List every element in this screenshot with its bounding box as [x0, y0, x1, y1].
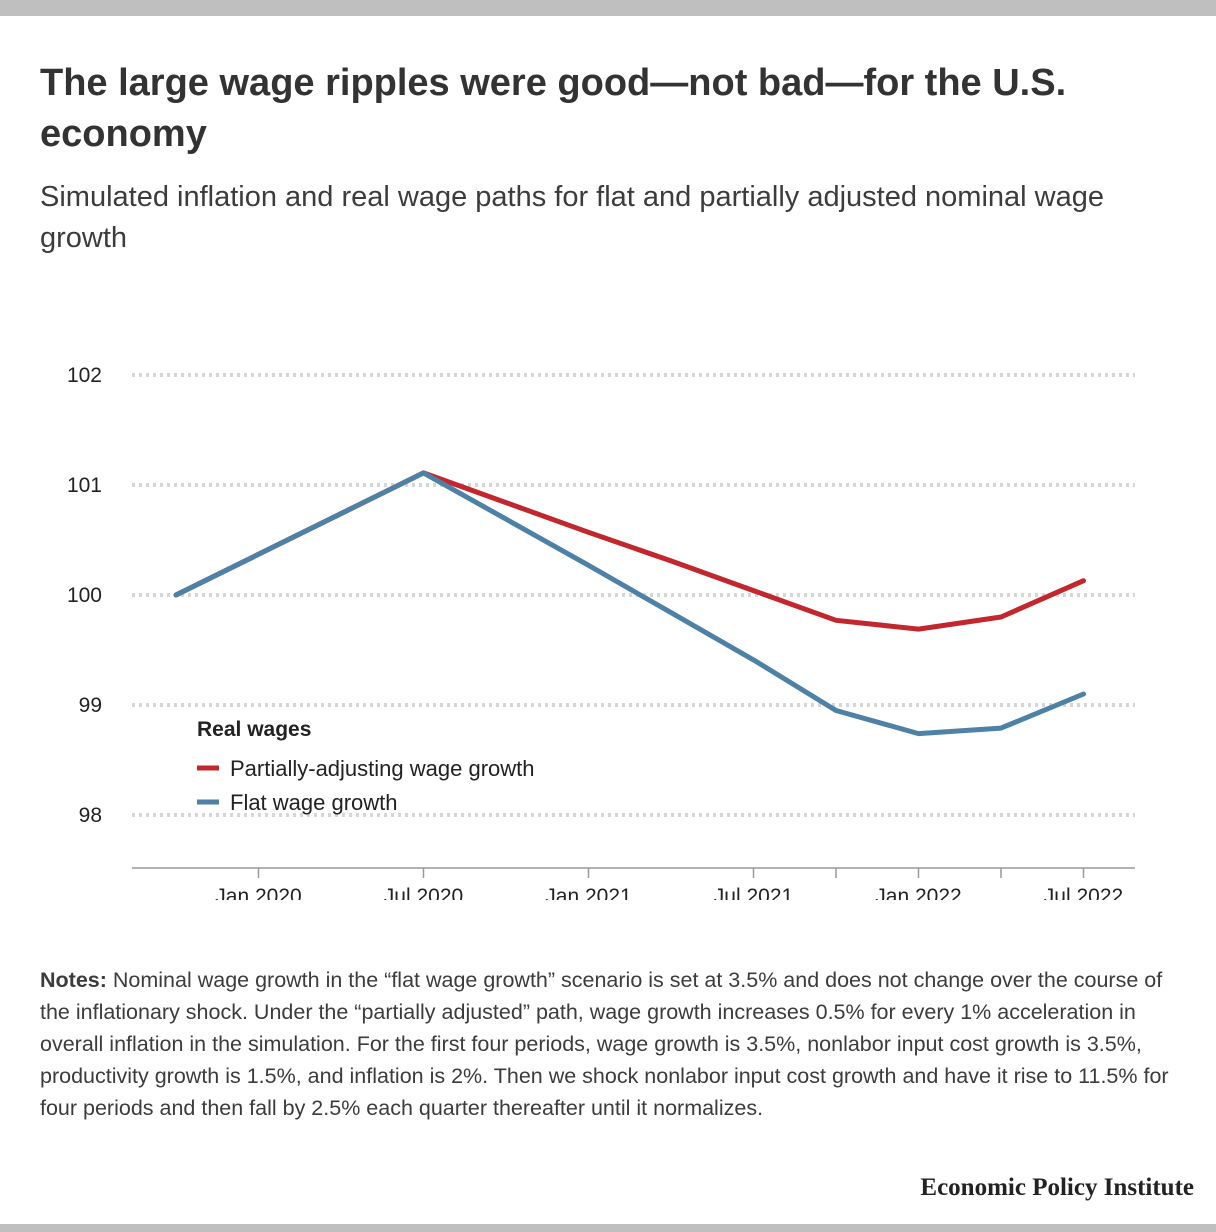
- legend: Real wages Partially-adjusting wage growt…: [197, 718, 535, 815]
- x-tick-label: Jul 2020: [384, 885, 463, 900]
- y-tick-label: 98: [79, 804, 102, 827]
- series-line-flat-wage-growth: [173, 470, 1086, 737]
- y-tick-label: 100: [67, 584, 102, 607]
- y-axis-labels: 98 99 100 101 102: [67, 364, 102, 827]
- x-tick-label: Jan 2022: [875, 885, 961, 900]
- source-credit: Economic Policy Institute: [920, 1174, 1194, 1201]
- legend-title: Real wages: [197, 718, 311, 741]
- series-lines: [173, 470, 1086, 737]
- chart-subtitle: Simulated inflation and real wage paths …: [40, 181, 1104, 254]
- top-border: [0, 0, 1216, 16]
- y-tick-label: 99: [79, 694, 102, 717]
- y-tick-label: 101: [67, 474, 102, 497]
- notes: Notes: Nominal wage growth in the “flat …: [40, 964, 1170, 1124]
- x-tick-label: Jul 2022: [1044, 885, 1123, 900]
- legend-label: Flat wage growth: [230, 790, 398, 815]
- bottom-border: [0, 1224, 1216, 1232]
- chart-title: The large wage ripples were good—not bad…: [40, 62, 1067, 155]
- series-line-partially-adjusting-wage-growth: [173, 470, 1086, 632]
- notes-text: Nominal wage growth in the “flat wage gr…: [40, 968, 1169, 1120]
- y-tick-label: 102: [67, 364, 102, 387]
- x-axis: Jan 2020 Jul 2020 Jan 2021 Jul 2021 Jan 2022…: [132, 867, 1135, 900]
- x-tick-label: Jan 2021: [545, 885, 631, 900]
- notes-label: Notes:: [40, 968, 107, 992]
- x-tick-label: Jul 2021: [714, 885, 793, 900]
- x-tick-label: Jan 2020: [215, 885, 301, 900]
- grid-lines: [132, 373, 1135, 817]
- line-chart: Jan 2020 Jul 2020 Jan 2021 Jul 2021 Jan 2022…: [67, 364, 1135, 900]
- legend-label: Partially-adjusting wage growth: [230, 756, 535, 781]
